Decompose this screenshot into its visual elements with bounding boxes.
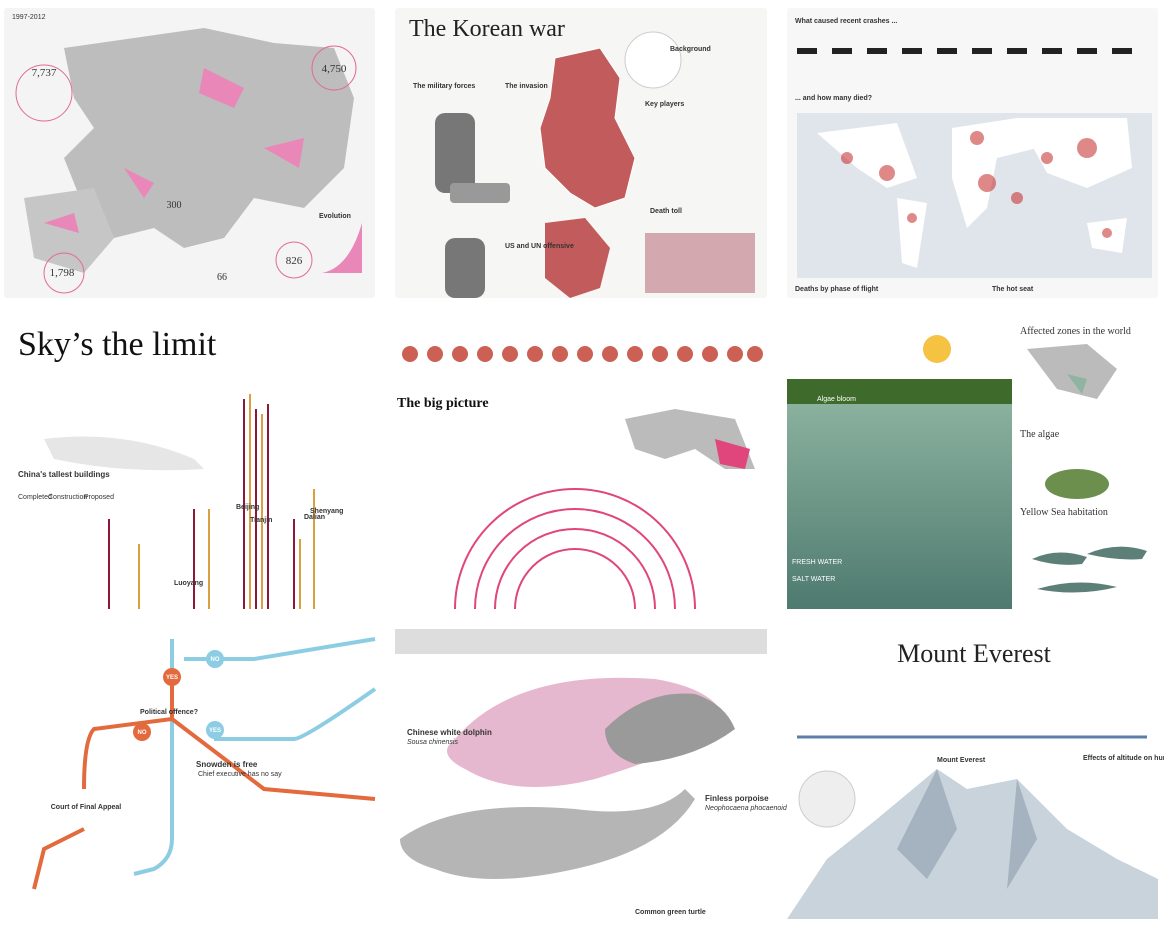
label: Proposed	[84, 494, 114, 501]
label: Mount Everest	[937, 757, 986, 764]
label: Affected zones in the world	[1020, 326, 1131, 337]
label: Shenyang	[310, 508, 343, 515]
label: Key players	[645, 101, 684, 108]
label: Construction	[48, 494, 87, 501]
label: ... and how many died?	[795, 95, 872, 102]
label: Finless porpoise	[705, 794, 769, 803]
label: Evolution	[319, 213, 351, 220]
label: Background	[670, 46, 711, 53]
label: Chinese white dolphin	[407, 728, 492, 737]
label: Court of Final Appeal	[51, 804, 122, 811]
label: Snowden is free	[196, 760, 258, 769]
label: The invasion	[505, 83, 548, 90]
label: Neophocaena phocaenoides	[705, 805, 795, 812]
card[interactable]: What caused recent crashes ... ... and h…	[787, 8, 1158, 298]
title: Sky’s the limit	[18, 326, 217, 363]
card[interactable]: The big picture	[395, 319, 767, 610]
label: Yellow Sea habitation	[1020, 507, 1108, 518]
label: YES	[166, 675, 178, 681]
label: 1,798	[50, 267, 75, 279]
card[interactable]: The Korean war The military forces The i…	[395, 8, 767, 298]
label: Luoyang	[174, 580, 203, 587]
label: 66	[217, 272, 227, 283]
label: What caused recent crashes ...	[795, 18, 897, 25]
label: The military forces	[413, 83, 475, 90]
label: Algae bloom	[817, 396, 856, 403]
card[interactable]: Mount Everest Mount Everest Effects of a…	[787, 629, 1164, 919]
label: NO	[138, 730, 147, 736]
label: Deaths by phase of flight	[795, 286, 879, 293]
label: Beijing	[236, 504, 259, 511]
title: The Korean war	[409, 16, 565, 42]
label: 1997-2012	[12, 14, 46, 21]
label: Sousa chinensis	[407, 739, 458, 746]
label: FRESH WATER	[792, 559, 842, 566]
label: YES	[209, 728, 221, 734]
label: Completed	[18, 494, 52, 501]
card[interactable]: Affected zones in the world The algae Ye…	[787, 319, 1158, 609]
label: Effects of altitude on humans	[1083, 755, 1164, 762]
label: 7,737	[32, 67, 57, 79]
label: The algae	[1020, 429, 1060, 440]
card[interactable]: Sky’s the limit China's tallest building…	[4, 319, 375, 609]
card[interactable]: 1997-2012 7,737 4,750 300 1,798 66 826 E…	[4, 8, 375, 298]
label: Chief executive has no say	[198, 771, 282, 778]
label: Death toll	[650, 208, 682, 215]
label: China's tallest buildings	[18, 470, 110, 479]
label: NO	[211, 657, 220, 663]
title: Mount Everest	[897, 639, 1052, 668]
label: US and UN offensive	[505, 243, 574, 250]
label: 4,750	[322, 63, 347, 75]
label: The hot seat	[992, 286, 1034, 293]
card[interactable]: Chinese white dolphin Sousa chinensis Fi…	[395, 629, 795, 919]
label: Political offence?	[140, 709, 198, 716]
label: Tianjin	[250, 517, 272, 524]
label: SALT WATER	[792, 576, 835, 583]
label: Common green turtle	[635, 909, 706, 916]
label: 300	[167, 200, 182, 211]
label: Dalian	[304, 514, 325, 521]
card[interactable]: NO YES Political offence? NO YES Snowden…	[4, 629, 377, 919]
label: 826	[286, 255, 303, 267]
title: The big picture	[397, 396, 489, 411]
